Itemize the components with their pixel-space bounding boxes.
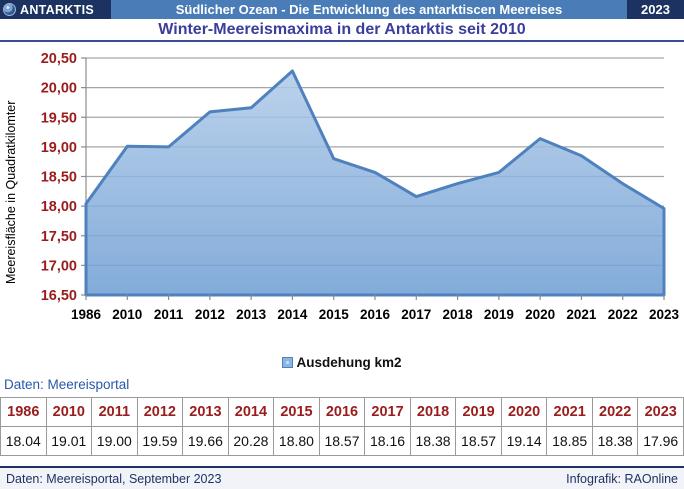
- table-value-cell: 18.85: [546, 426, 593, 456]
- svg-text:2012: 2012: [195, 307, 225, 322]
- footer-bar: Daten: Meereisportal, September 2023 Inf…: [0, 466, 684, 489]
- svg-text:19,00: 19,00: [41, 140, 77, 156]
- table-year-cell: 2017: [364, 397, 411, 427]
- header-title: Südlicher Ozean - Die Entwicklung des an…: [111, 0, 627, 19]
- table-value-cell: 18.16: [364, 426, 411, 456]
- table-year-cell: 2020: [500, 397, 548, 427]
- table-value-cell: 19.66: [182, 426, 229, 456]
- table-value-row: 18.04 19.01 19.00 19.59 19.66 20.28 18.80 18.57…: [0, 426, 684, 456]
- table-value-cell: 18.57: [455, 426, 502, 456]
- svg-text:2014: 2014: [277, 307, 308, 322]
- table-year-cell: 2022: [591, 397, 639, 427]
- table-year-cell: 2016: [318, 397, 366, 427]
- table-value-cell: 17.96: [637, 426, 684, 456]
- table-year-cell: 2021: [546, 397, 593, 427]
- source-note: Daten: Meereisportal: [4, 377, 130, 392]
- svg-text:2010: 2010: [112, 307, 142, 322]
- svg-text:19,50: 19,50: [41, 110, 77, 126]
- svg-text:2023: 2023: [649, 307, 680, 322]
- table-value-cell: 18.80: [273, 426, 320, 456]
- table-year-cell: 1986: [0, 397, 47, 427]
- table-year-cell: 2014: [227, 397, 275, 427]
- table-value-cell: 20.28: [227, 426, 275, 456]
- svg-text:20,50: 20,50: [41, 51, 77, 67]
- table-value-cell: 19.01: [45, 426, 93, 456]
- svg-text:2021: 2021: [566, 307, 597, 322]
- table-value-cell: 19.00: [91, 426, 138, 456]
- svg-text:2017: 2017: [401, 307, 431, 322]
- table-year-cell: 2015: [273, 397, 320, 427]
- footer-source: Daten: Meereisportal, September 2023: [6, 471, 222, 486]
- table-value-cell: 19.59: [136, 426, 184, 456]
- table-year-cell: 2013: [182, 397, 229, 427]
- svg-text:2018: 2018: [443, 307, 474, 322]
- chart-title: Winter-Meereismaxima in der Antarktis se…: [158, 20, 526, 38]
- table-value-cell: 18.57: [318, 426, 366, 456]
- header-bar: ANTARKTIS Südlicher Ozean - Die Entwickl…: [0, 0, 684, 19]
- svg-text:17,00: 17,00: [41, 258, 77, 274]
- svg-text:2011: 2011: [154, 307, 184, 322]
- svg-text:17,50: 17,50: [41, 229, 77, 245]
- svg-text:2022: 2022: [608, 307, 638, 322]
- table-year-cell: 2023: [637, 397, 684, 427]
- table-year-cell: 2012: [136, 397, 184, 427]
- table-value-cell: 19.14: [500, 426, 548, 456]
- legend-label: Ausdehung km2: [296, 354, 402, 370]
- brand-box: ANTARKTIS: [0, 0, 111, 19]
- svg-text:18,50: 18,50: [41, 170, 77, 186]
- table-value-cell: 18.04: [0, 426, 47, 456]
- table-year-cell: 2011: [91, 397, 138, 427]
- subtitle-row: Winter-Meereismaxima in der Antarktis se…: [0, 19, 684, 42]
- year-badge: 2023: [627, 0, 684, 19]
- legend-swatch-icon: [282, 356, 294, 368]
- footer-credit: Infografik: RAOnline: [566, 471, 678, 486]
- svg-text:18,00: 18,00: [41, 199, 77, 215]
- svg-text:20,00: 20,00: [41, 81, 77, 97]
- table-value-cell: 18.38: [409, 426, 457, 456]
- table-year-cell: 2010: [45, 397, 93, 427]
- svg-text:2019: 2019: [484, 307, 514, 322]
- svg-text:2016: 2016: [360, 307, 391, 322]
- brand-label: ANTARKTIS: [20, 2, 94, 17]
- area-chart: 16,50 17,00 17,50 18,00 18,50 19,00 19,50 20,00…: [41, 51, 680, 322]
- table-year-row: 1986 2010 2011 2012 2013 2014 2015 2016 2017 2018…: [0, 397, 684, 427]
- table-year-cell: 2019: [455, 397, 502, 427]
- table-year-cell: 2018: [409, 397, 457, 427]
- data-table: 1986 2010 2011 2012 2013 2014 2015 2016 2017 2018…: [0, 397, 684, 456]
- svg-text:2013: 2013: [236, 307, 267, 322]
- svg-text:2020: 2020: [525, 307, 555, 322]
- svg-text:1986: 1986: [71, 307, 102, 322]
- globe-icon: [3, 3, 16, 16]
- table-value-cell: 18.38: [591, 426, 639, 456]
- chart-legend: Ausdehung km2: [0, 352, 684, 372]
- svg-text:16,50: 16,50: [41, 288, 77, 304]
- svg-text:2015: 2015: [319, 307, 350, 322]
